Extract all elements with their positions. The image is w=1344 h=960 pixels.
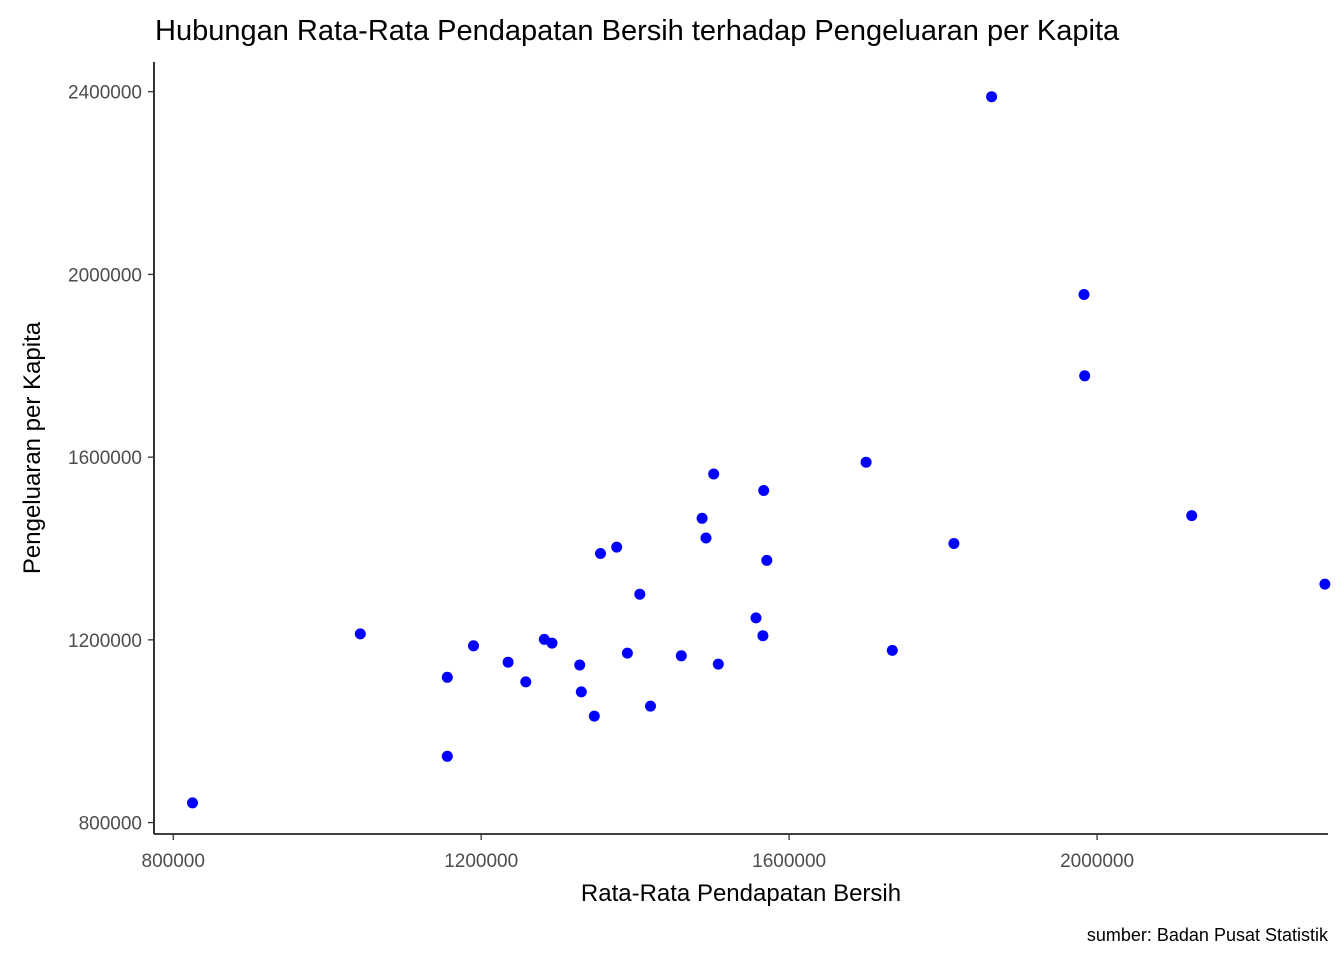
chart-title: Hubungan Rata-Rata Pendapatan Bersih ter… [155,15,1120,47]
data-point-18 [675,650,687,662]
y-axis-title: Pengeluaran per Kapita [19,321,46,574]
data-point-4 [441,750,453,762]
source-caption: sumber: Badan Pusat Statistik [1087,925,1329,945]
data-point-31 [1078,289,1090,300]
data-point-29 [948,538,960,549]
data-point-33 [1186,510,1198,522]
data-point-7 [520,676,532,688]
x-tick-label-4: 2000000 [1060,851,1134,872]
data-point-20 [700,532,712,544]
x-axis-title: Rata-Rata Pendapatan Bersih [581,880,901,907]
data-points [187,91,1331,809]
y-tick-label-3: 1600000 [68,448,142,469]
data-point-26 [761,554,773,566]
data-point-28 [886,644,898,656]
y-tick-label-4: 2000000 [68,265,142,286]
data-point-12 [588,710,600,722]
y-tick-label-5: 2400000 [68,83,142,104]
data-point-25 [758,485,770,496]
x-axis-ticks: 800000 1200000 1600000 2000000 [142,834,1134,872]
data-point-5 [468,640,479,652]
y-axis-ticks: 800000 1200000 1600000 2000000 2400000 [68,83,154,835]
data-point-9 [546,637,558,649]
y-tick-label-2: 1200000 [68,631,142,652]
data-point-32 [1079,370,1091,382]
data-point-19 [696,512,708,524]
data-point-27 [860,456,872,468]
data-point-30 [986,91,998,103]
data-point-22 [712,658,724,670]
data-point-14 [611,541,623,553]
data-point-21 [708,468,720,480]
x-tick-label-3: 1600000 [752,851,826,872]
y-tick-label-1: 800000 [79,814,142,835]
data-point-1 [187,797,198,809]
data-point-34 [1319,578,1331,590]
data-point-3 [441,671,453,683]
data-point-15 [621,647,633,659]
data-point-2 [354,628,366,640]
data-point-13 [595,548,606,559]
data-point-23 [750,612,762,624]
data-point-6 [502,656,514,668]
data-point-11 [575,686,587,698]
data-point-17 [645,700,656,712]
data-point-24 [757,630,769,642]
x-tick-label-1: 800000 [142,851,205,872]
data-point-16 [634,588,646,600]
x-tick-label-2: 1200000 [444,851,518,872]
data-point-10 [574,659,586,671]
